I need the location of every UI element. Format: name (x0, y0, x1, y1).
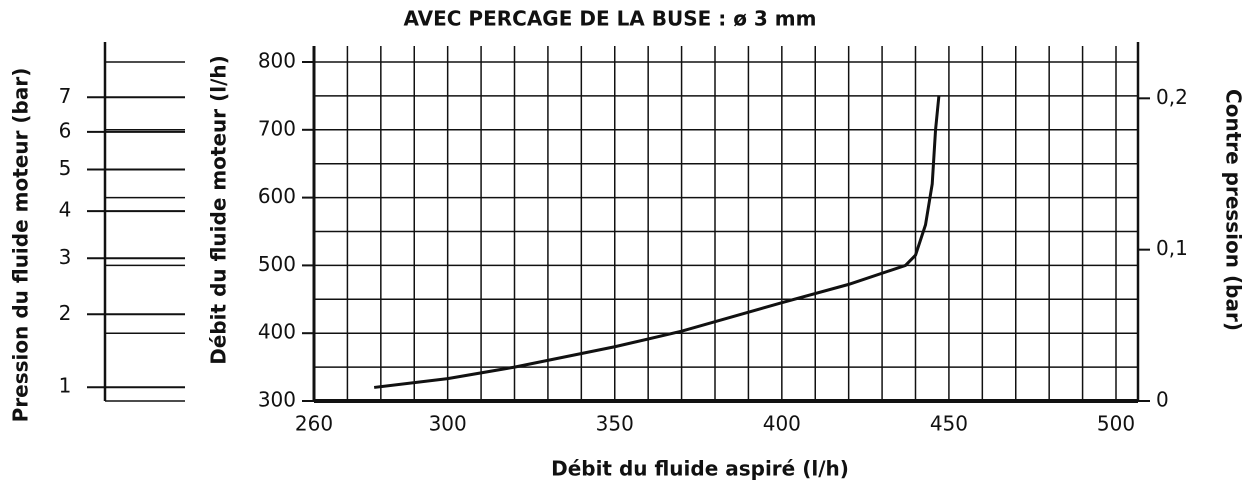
y-tick-label: 300 (258, 388, 296, 412)
y2-axis-label: Contre pression (bar) (1222, 89, 1246, 331)
y-axis-label: Débit du fluide moteur (l/h) (207, 55, 231, 365)
y-tick-label: 500 (258, 252, 296, 276)
y3-tick-label: 2 (59, 301, 72, 325)
x-axis-label: Débit du fluide aspiré (l/h) (551, 457, 849, 481)
data-line (373, 95, 941, 389)
x-tick-label: 450 (930, 412, 968, 436)
x-tick-label: 350 (596, 412, 634, 436)
x-tick-label: 500 (1097, 412, 1135, 436)
y2-tick-label: 0,2 (1156, 85, 1188, 109)
y3-tick-label: 4 (59, 198, 72, 222)
x-tick-label: 260 (295, 412, 333, 436)
x-tick-label: 300 (429, 412, 467, 436)
y2-tick-label: 0,1 (1156, 236, 1188, 260)
y2-tick-label: 0 (1156, 388, 1169, 412)
y3-tick-label: 5 (59, 156, 72, 180)
x-tick-label: 400 (763, 412, 801, 436)
y-tick-label: 700 (258, 116, 296, 140)
chart-title: AVEC PERCAGE DE LA BUSE : ø 3 mm (404, 7, 817, 31)
y3-tick-label: 3 (59, 245, 72, 269)
y-tick-label: 600 (258, 184, 296, 208)
y3-tick-label: 1 (59, 374, 72, 398)
y3-axis-label: Pression du fluide moteur (bar) (9, 68, 33, 423)
y-tick-label: 800 (258, 49, 296, 73)
y3-tick-label: 6 (59, 118, 72, 142)
y3-tick-label: 7 (59, 84, 72, 108)
y-tick-label: 400 (258, 320, 296, 344)
